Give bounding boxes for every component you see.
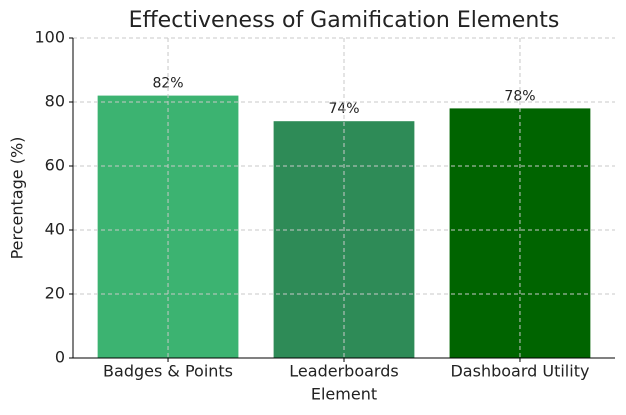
x-tick-label: Leaderboards bbox=[289, 362, 398, 381]
y-tick-label: 40 bbox=[45, 220, 65, 239]
y-tick-label: 20 bbox=[45, 284, 65, 303]
x-axis-label: Element bbox=[311, 385, 377, 404]
bar bbox=[273, 121, 415, 358]
y-tick-label: 0 bbox=[55, 348, 65, 367]
y-tick-label: 80 bbox=[45, 92, 65, 111]
y-tick-label: 60 bbox=[45, 156, 65, 175]
chart-title: Effectiveness of Gamification Elements bbox=[129, 8, 560, 33]
y-axis-label: Percentage (%) bbox=[8, 137, 27, 260]
y-tick-label: 100 bbox=[34, 28, 65, 47]
x-tick-label: Badges & Points bbox=[103, 362, 233, 381]
x-tick-label: Dashboard Utility bbox=[450, 362, 589, 381]
